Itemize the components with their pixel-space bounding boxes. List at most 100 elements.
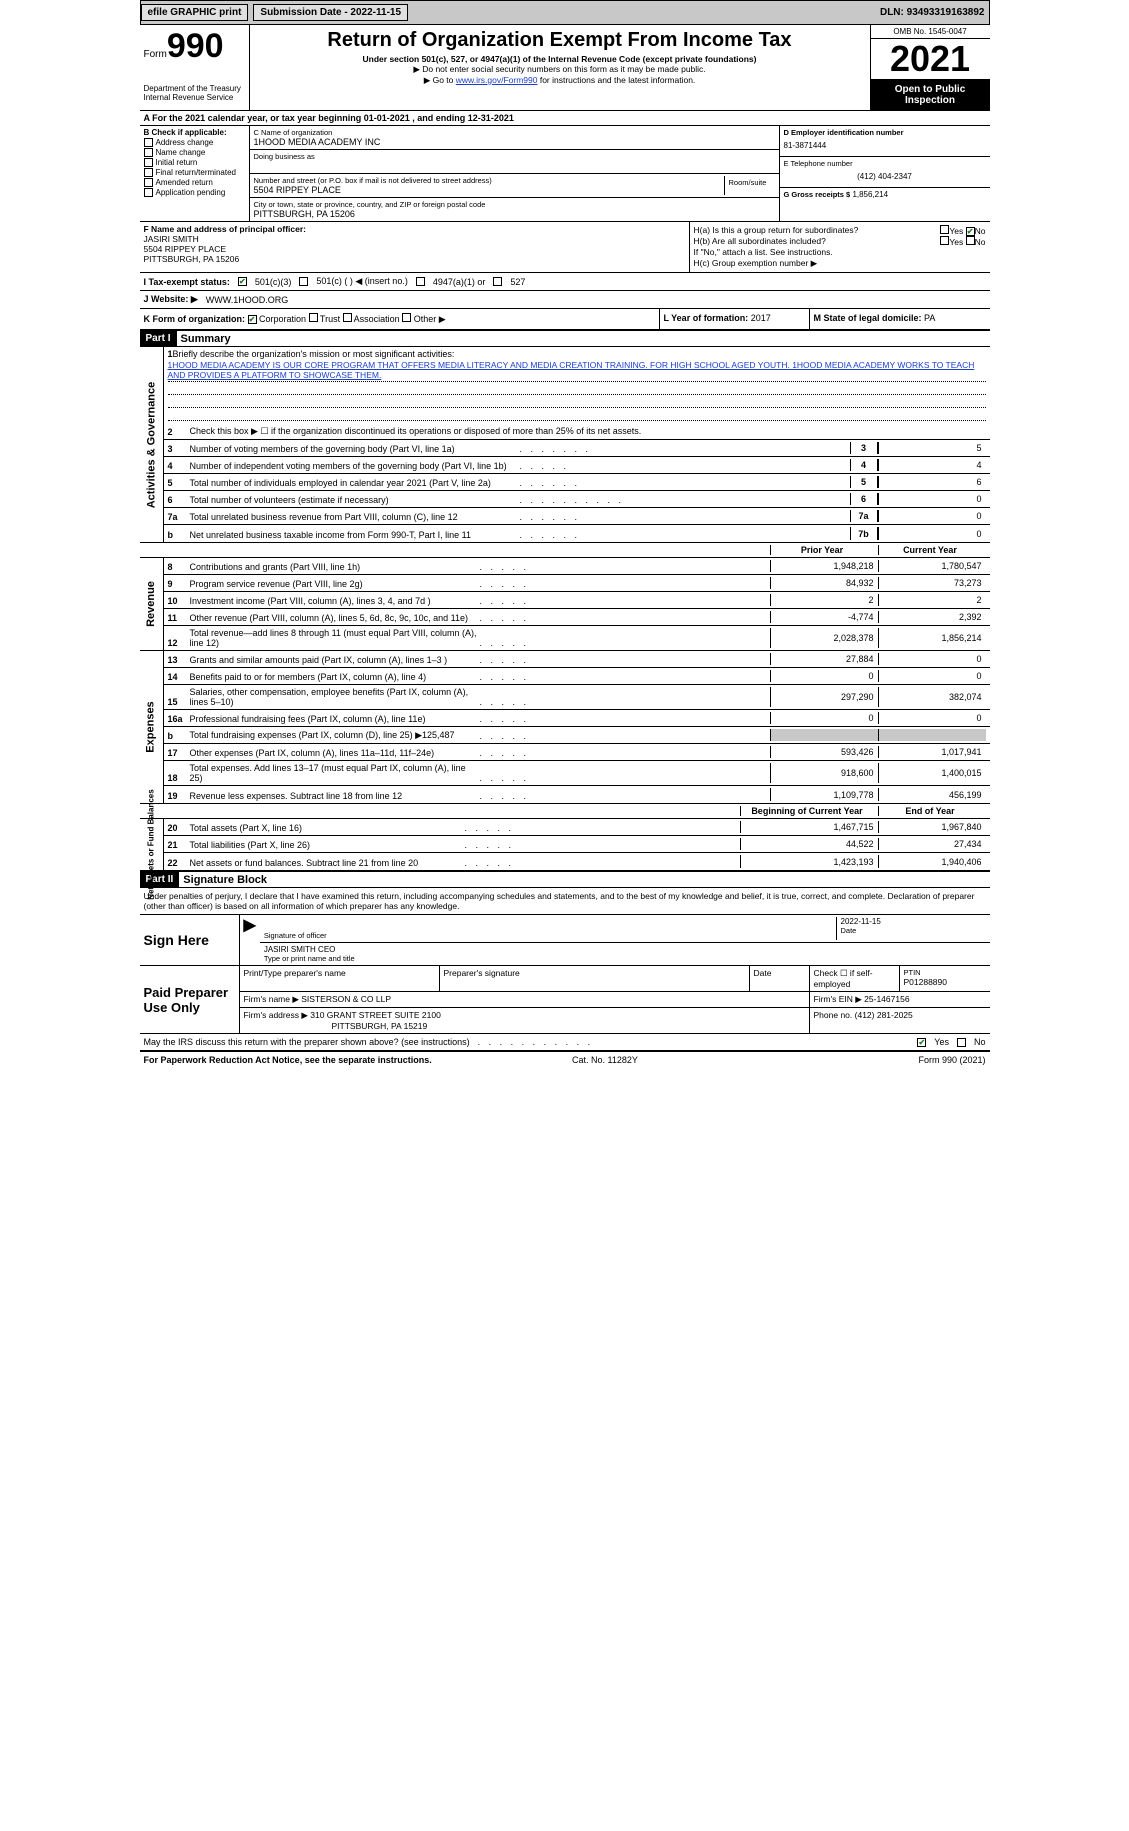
dots: . . . . . [480, 714, 770, 724]
ln-prior: 0 [770, 712, 878, 724]
line-a-mid: , and ending [410, 113, 468, 123]
dots: . . . . . . . . . . [520, 495, 850, 505]
opt-assoc: Association [354, 314, 400, 324]
line7b-val: 0 [878, 527, 986, 540]
ln-prior: 2 [770, 594, 878, 606]
dots: . . . . . . [520, 530, 850, 540]
ln-prior: 1,109,778 [770, 788, 878, 801]
line2-text: Check this box ▶ ☐ if the organization d… [190, 426, 986, 437]
col-b: B Check if applicable: Address change Na… [140, 126, 250, 221]
ln-num: 15 [168, 697, 190, 707]
exp-side-label: Expenses [145, 701, 157, 752]
ln-prior: 918,600 [770, 763, 878, 783]
exp-section: Expenses 13Grants and similar amounts pa… [140, 651, 990, 804]
dots: . . . . . . [520, 478, 850, 488]
officer-label: F Name and address of principal officer: [144, 224, 685, 234]
ln-text: Total revenue—add lines 8 through 11 (mu… [190, 628, 480, 648]
cat-no: Cat. No. 11282Y [572, 1055, 638, 1065]
ln-prior: 1,467,715 [740, 821, 878, 833]
part1-header: Part I Summary [140, 331, 990, 347]
check-initial-return[interactable]: Initial return [144, 158, 245, 167]
check-final-return[interactable]: Final return/terminated [144, 168, 245, 177]
mission-text: 1HOOD MEDIA ACADEMY IS OUR CORE PROGRAM … [168, 359, 986, 382]
ln-text: Other expenses (Part IX, column (A), lin… [190, 748, 480, 758]
dots: . . . . . . . . . . . [478, 1037, 910, 1047]
check-amended-return[interactable]: Amended return [144, 178, 245, 187]
org-name: 1HOOD MEDIA ACADEMY INC [254, 137, 775, 147]
ln-text: Total assets (Part X, line 16) [190, 823, 465, 833]
trust-box[interactable] [309, 313, 318, 322]
part1-badge: Part I [140, 331, 177, 346]
tax-year: 2021 [871, 39, 990, 80]
efile-print-button[interactable]: efile GRAPHIC print [141, 4, 249, 21]
501c-box[interactable] [299, 277, 308, 286]
ln-num: b [168, 731, 190, 741]
ptin-label: PTIN [904, 968, 986, 977]
yes-lbl: Yes [934, 1037, 949, 1047]
firm-phone-label: Phone no. [814, 1010, 853, 1020]
dept-label: Department of the Treasury Internal Reve… [144, 84, 245, 102]
dln-label: DLN: 93493319163892 [880, 7, 989, 18]
ln-num: 6 [168, 495, 190, 505]
year-form-val: 2017 [751, 313, 771, 323]
officer-addr: 5504 RIPPEY PLACE [144, 244, 685, 254]
dots: . . . . . [480, 638, 770, 648]
city-label: City or town, state or province, country… [254, 200, 775, 209]
gross-value: 1,856,214 [852, 190, 888, 199]
perjury-text: Under penalties of perjury, I declare th… [140, 888, 990, 915]
open-to-public: Open to Public Inspection [871, 80, 990, 110]
ln-prior [770, 729, 878, 741]
ln-current: 1,017,941 [878, 746, 986, 758]
discuss-no-box[interactable] [957, 1038, 966, 1047]
ln-current: 0 [878, 670, 986, 682]
check-address-change[interactable]: Address change [144, 138, 245, 147]
no-lbl: No [975, 226, 986, 236]
line7a-val: 0 [878, 510, 986, 522]
dba-label: Doing business as [254, 152, 775, 161]
ln-num: 13 [168, 655, 190, 665]
line-a-begin: 01-01-2021 [364, 113, 410, 123]
ln-current: 1,967,840 [878, 821, 986, 833]
527-box[interactable] [493, 277, 502, 286]
chk-lbl: Application pending [156, 188, 226, 197]
ln-current: 1,400,015 [878, 763, 986, 783]
ln-prior: 27,884 [770, 653, 878, 665]
addr-value: 5504 RIPPEY PLACE [254, 185, 724, 195]
ln-text: Total liabilities (Part X, line 26) [190, 840, 465, 850]
4947-box[interactable] [416, 277, 425, 286]
irs-link[interactable]: www.irs.gov/Form990 [456, 75, 538, 85]
discuss-yes-box[interactable] [917, 1038, 926, 1047]
no-lbl: No [974, 1037, 986, 1047]
hb-no-box[interactable] [966, 236, 975, 245]
ln-text: Net assets or fund balances. Subtract li… [190, 858, 465, 868]
opt-501c: 501(c) ( ) ◀ (insert no.) [316, 276, 407, 287]
ha-no-box[interactable] [966, 227, 975, 236]
corp-box[interactable] [248, 315, 257, 324]
part2-header: Part II Signature Block [140, 872, 990, 888]
mission-blank2 [168, 395, 986, 408]
prior-year-hdr: Prior Year [770, 545, 878, 555]
ln-current: 1,856,214 [878, 628, 986, 648]
col-b-label: B Check if applicable: [144, 128, 245, 137]
ln-num: 18 [168, 773, 190, 783]
line5-box: 5 [850, 476, 878, 488]
ln-text: Total fundraising expenses (Part IX, col… [190, 730, 480, 741]
opt-trust: Trust [320, 314, 340, 324]
pp-date-label: Date [750, 966, 810, 991]
ln-num: 17 [168, 748, 190, 758]
check-app-pending[interactable]: Application pending [144, 188, 245, 197]
sig-date-label: Date [841, 926, 986, 935]
submission-date-button[interactable]: Submission Date - 2022-11-15 [253, 4, 408, 21]
org-name-label: C Name of organization [254, 128, 775, 137]
nab-side-label: Net Assets or Fund Balances [147, 789, 156, 899]
sig-officer-label: Signature of officer [264, 931, 836, 940]
mission-blank3 [168, 408, 986, 421]
other-box[interactable] [402, 313, 411, 322]
firm-name: SISTERSON & CO LLP [301, 994, 391, 1004]
ha-label: H(a) Is this a group return for subordin… [694, 225, 859, 235]
mission-blank1 [168, 382, 986, 395]
501c3-box[interactable] [238, 277, 247, 286]
check-name-change[interactable]: Name change [144, 148, 245, 157]
goto-post: for instructions and the latest informat… [537, 75, 695, 85]
assoc-box[interactable] [343, 313, 352, 322]
